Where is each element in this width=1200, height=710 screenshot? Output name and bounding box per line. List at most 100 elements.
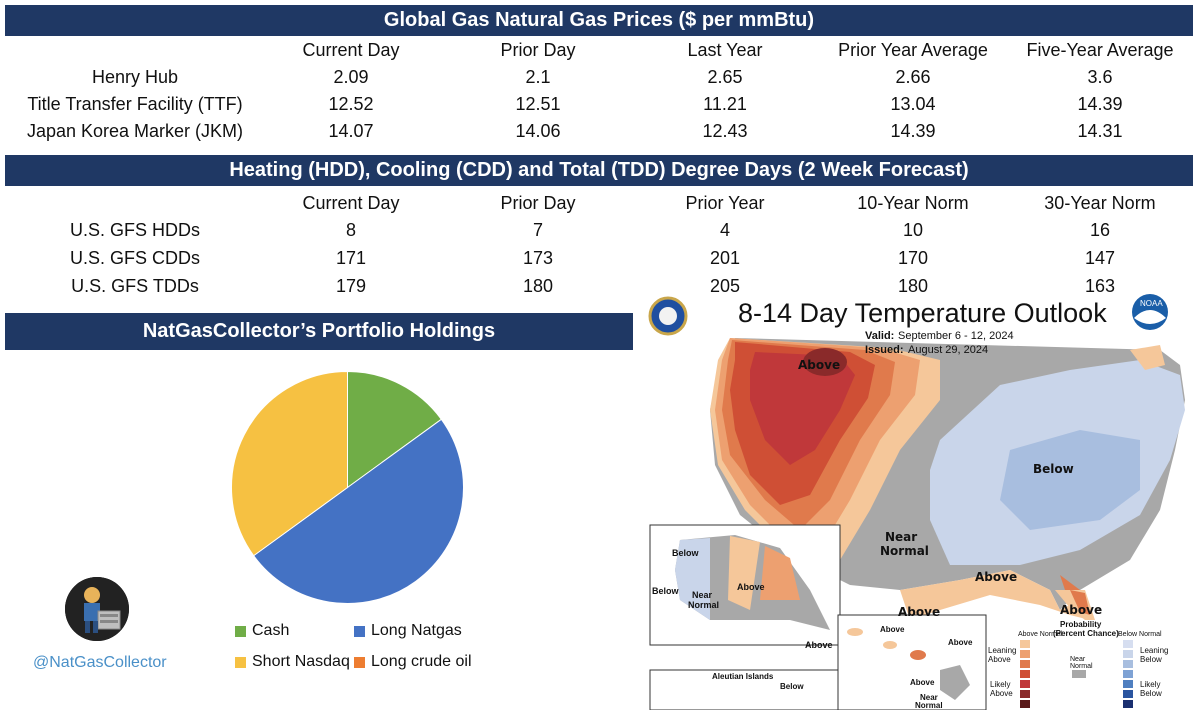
prices-col-header: Prior Day [500, 40, 576, 60]
label-near-normal-2: Normal [880, 544, 929, 558]
legend-swatch [354, 656, 365, 668]
label-hawaii-above-3: Above [910, 678, 935, 687]
prices-col-header: Current Day [302, 40, 400, 60]
table-cell: 8 [345, 220, 356, 240]
label-aleutian: Aleutian Islands [712, 672, 774, 681]
table-row: U.S. GFS HDDs 8 7 4 10 16 [0, 216, 1200, 244]
prices-header-row: Current Day Prior Day Last Year Prior Ye… [0, 36, 1200, 64]
legend-item-cash: Cash [235, 622, 289, 640]
row-label: U.S. GFS TDDs [71, 276, 199, 296]
table-cell: 12.51 [515, 94, 561, 114]
legend-item-short-nasdaq: Short Nasdaq [235, 653, 350, 671]
us-outlook-map-graphic [648, 294, 1185, 710]
row-label: Japan Korea Marker (JKM) [26, 121, 244, 141]
label-above-northwest: Above [798, 358, 841, 372]
table-cell: 147 [1084, 248, 1116, 268]
table-cell: 14.39 [1077, 94, 1123, 114]
legend-label: Short Nasdaq [252, 653, 350, 670]
table-row: Henry Hub 2.09 2.1 2.65 2.66 3.6 [0, 63, 1200, 91]
avatar [65, 577, 129, 641]
label-aleutian-below: Below [780, 682, 804, 691]
hawaii-island-2 [883, 641, 897, 649]
prices-col-header: Prior Year Average [838, 40, 988, 60]
portfolio-pie-chart [225, 365, 470, 610]
leaning-above: Leaning Above [988, 646, 1017, 664]
row-label: U.S. GFS CDDs [69, 248, 200, 268]
table-cell: 14.39 [890, 121, 936, 141]
prices-banner: Global Gas Natural Gas Prices ($ per mmB… [5, 5, 1193, 36]
valid-label: Valid: [865, 330, 895, 342]
pie-svg [231, 370, 464, 604]
label-alaska-above-1: Above [737, 582, 765, 592]
table-cell: 179 [335, 276, 367, 296]
label-above-gulf: Above [898, 605, 941, 619]
table-cell: 180 [897, 276, 929, 296]
hawaii-big-island [940, 665, 970, 700]
noaa-text: NOAA [1140, 299, 1163, 308]
prices-title: Global Gas Natural Gas Prices ($ per mmB… [383, 9, 815, 31]
leaning-below: Leaning Below [1140, 646, 1169, 664]
label-above-south: Above [975, 570, 1018, 584]
portfolio-banner: NatGasCollector’s Portfolio Holdings [5, 313, 633, 350]
prob-title: Probability [1060, 620, 1102, 629]
alaska-above-1 [728, 536, 760, 610]
table-cell: 170 [897, 248, 929, 268]
twitter-handle[interactable]: @NatGasCollector [33, 654, 167, 671]
degree-days-col-header: Prior Year [685, 193, 765, 213]
table-row: U.S. GFS CDDs 171 173 201 170 147 [0, 244, 1200, 272]
hawaii-island-1 [847, 628, 863, 636]
label-alaska-below-2: Below [652, 586, 679, 596]
table-cell: 12.52 [328, 94, 374, 114]
legend-label: Long crude oil [371, 653, 472, 670]
probability-legend [1020, 640, 1133, 708]
table-cell: 163 [1084, 276, 1116, 296]
row-label: U.S. GFS HDDs [69, 220, 200, 240]
noaa-wave [1134, 310, 1166, 324]
label-hawaii-near-2: Normal [915, 701, 943, 710]
portfolio-title: NatGasCollector’s Portfolio Holdings [142, 320, 496, 342]
conus-map [710, 338, 1185, 620]
label-above-florida: Above [1060, 603, 1103, 617]
prob-subtitle: (Percent Chance) [1053, 629, 1119, 638]
valid-value: September 6 - 12, 2024 [898, 330, 1014, 342]
table-cell: 3.6 [1087, 67, 1113, 87]
table-cell: 10 [902, 220, 924, 240]
degree-days-col-header: Current Day [302, 193, 400, 213]
table-cell: 205 [709, 276, 741, 296]
label-hawaii-above-1: Above [880, 625, 905, 634]
legend-swatch [235, 625, 246, 637]
outlook-title: 8-14 Day Temperature Outlook [738, 298, 1107, 328]
legend-item-long-crude-oil: Long crude oil [354, 653, 472, 671]
table-cell: 173 [522, 248, 554, 268]
legend-label: Cash [252, 622, 290, 639]
doc-seal-inner [659, 307, 677, 325]
table-cell: 2.66 [895, 67, 931, 87]
legend-item-long-natgas: Long Natgas [354, 622, 462, 640]
pie-slice-long-natgas [252, 418, 464, 604]
label-alaska-above-2: Above [805, 640, 833, 650]
table-row: Title Transfer Facility (TTF) 12.52 12.5… [0, 90, 1200, 118]
table-cell: 171 [335, 248, 367, 268]
table-cell: 2.09 [333, 67, 369, 87]
prices-col-header: Five-Year Average [1026, 40, 1174, 60]
table-cell: 12.43 [702, 121, 748, 141]
table-cell: 13.04 [890, 94, 936, 114]
row-label: Henry Hub [91, 67, 179, 87]
label-alaska-near-1: Near [692, 590, 713, 600]
degree-days-col-header: Prior Day [500, 193, 576, 213]
above-normal-header: Above Normal [1018, 631, 1063, 638]
table-cell: 16 [1089, 220, 1111, 240]
label-alaska-below-1: Below [672, 548, 699, 558]
hawaii-inset [837, 614, 987, 710]
pie-slice-cash [347, 370, 443, 489]
table-row: U.S. GFS TDDs 179 180 205 180 163 [0, 272, 1200, 300]
row-label: Title Transfer Facility (TTF) [27, 94, 243, 114]
likely-below: Likely Below [1140, 680, 1162, 698]
label-hawaii-near-1: Near [920, 693, 938, 702]
label-alaska-near-2: Normal [688, 600, 720, 610]
likely-above: Likely Above [990, 680, 1013, 698]
pie-slice-short-nasdaq [231, 370, 348, 557]
table-cell: 7 [532, 220, 543, 240]
below-normal-header: Below Normal [1118, 631, 1162, 638]
degree-days-banner: Heating (HDD), Cooling (CDD) and Total (… [5, 155, 1193, 186]
